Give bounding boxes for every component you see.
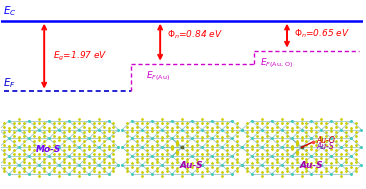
FancyArrowPatch shape: [42, 26, 46, 87]
FancyArrowPatch shape: [285, 26, 289, 46]
Text: $E_g$=1.97 eV: $E_g$=1.97 eV: [53, 50, 108, 63]
Text: Au-S: Au-S: [180, 161, 204, 170]
Text: $E_{F\mathrm{(Au,\,O)}}$: $E_{F\mathrm{(Au,\,O)}}$: [260, 56, 293, 70]
Text: $E_F$: $E_F$: [3, 76, 15, 90]
FancyArrowPatch shape: [158, 26, 162, 59]
Text: $\Phi_n$=0.65 eV: $\Phi_n$=0.65 eV: [294, 28, 350, 40]
Text: Au-S: Au-S: [300, 161, 323, 170]
Text: $E_C$: $E_C$: [3, 4, 16, 18]
Text: $E_{F\mathrm{(Au)}}$: $E_{F\mathrm{(Au)}}$: [146, 69, 170, 83]
Text: Mo-S: Mo-S: [36, 145, 61, 154]
Text: Au-O: Au-O: [317, 136, 335, 145]
Text: $\Phi_n$=0.84 eV: $\Phi_n$=0.84 eV: [167, 29, 223, 41]
Text: Au-S: Au-S: [317, 142, 334, 151]
